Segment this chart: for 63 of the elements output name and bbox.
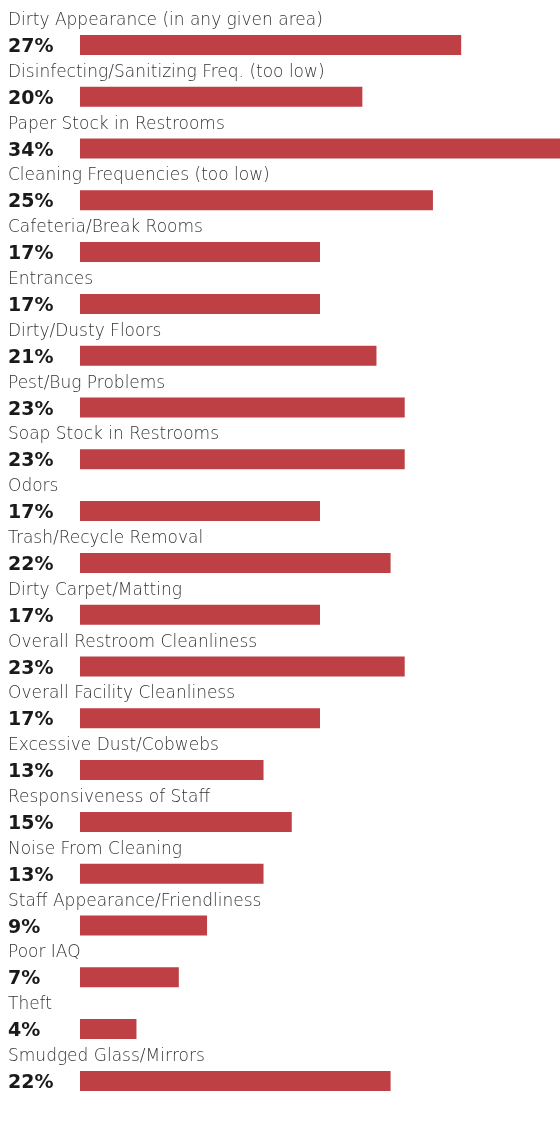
bar — [80, 915, 208, 936]
y-tick-label: Entrances — [8, 267, 94, 288]
bar — [80, 242, 320, 263]
data-label: 21% — [8, 344, 54, 367]
data-label: 17% — [8, 241, 54, 264]
data-label: 23% — [8, 396, 54, 419]
bar — [80, 34, 462, 55]
y-tick-label: Disinfecting/Sanitizing Freq. (too low) — [8, 60, 325, 81]
data-label: 13% — [8, 862, 54, 885]
data-label: 23% — [8, 655, 54, 678]
y-tick-label: Dirty Appearance (in any given area) — [8, 8, 323, 29]
bar — [80, 449, 405, 470]
y-tick-label: Dirty Carpet/Matting — [8, 578, 182, 599]
y-tick-label: Soap Stock in Restrooms — [8, 423, 220, 444]
bar — [80, 656, 405, 677]
bar — [80, 760, 264, 781]
y-tick-label: Theft — [8, 993, 52, 1014]
y-tick-label: Responsiveness of Staff — [8, 785, 211, 806]
data-label: 17% — [8, 292, 54, 315]
y-tick-label: Staff Appearance/Friendliness — [8, 889, 262, 910]
y-tick-label: Trash/Recycle Removal — [8, 526, 204, 547]
data-label: 34% — [8, 137, 54, 160]
bar — [80, 293, 320, 314]
y-tick-label: Cleaning Frequencies (too low) — [8, 164, 270, 185]
data-label: 17% — [8, 500, 54, 523]
bar — [80, 1070, 391, 1091]
y-tick-label: Dirty/Dusty Floors — [8, 319, 162, 340]
bar — [80, 863, 264, 884]
bar — [80, 86, 363, 107]
y-tick-label: Overall Restroom Cleanliness — [8, 630, 258, 651]
bar — [80, 604, 320, 625]
data-label: 17% — [8, 707, 54, 730]
y-tick-label: Noise From Cleaning — [8, 837, 183, 858]
data-label: 4% — [8, 1018, 41, 1041]
bar — [80, 138, 560, 159]
bar — [80, 811, 292, 832]
data-label: 27% — [8, 33, 54, 56]
data-label: 15% — [8, 810, 54, 833]
bar — [80, 190, 433, 211]
y-tick-label: Smudged Glass/Mirrors — [8, 1044, 205, 1065]
data-label: 25% — [8, 189, 54, 212]
data-label: 22% — [8, 551, 54, 574]
data-label: 23% — [8, 448, 54, 471]
bar — [80, 501, 320, 522]
y-tick-label: Excessive Dust/Cobwebs — [8, 734, 219, 755]
data-label: 17% — [8, 603, 54, 626]
bar — [80, 967, 179, 988]
y-tick-label: Paper Stock in Restrooms — [8, 112, 225, 133]
data-label: 20% — [8, 85, 54, 108]
bar — [80, 345, 377, 366]
y-tick-label: Cafeteria/Break Rooms — [8, 216, 203, 237]
y-tick-label: Overall Facility Cleanliness — [8, 682, 236, 703]
data-label: 7% — [8, 966, 41, 989]
y-tick-label: Poor IAQ — [8, 941, 81, 962]
bar — [80, 1019, 137, 1040]
bar — [80, 397, 405, 418]
bar — [80, 708, 320, 729]
bar — [80, 552, 391, 573]
y-tick-label: Pest/Bug Problems — [8, 371, 166, 392]
data-label: 13% — [8, 759, 54, 782]
data-label: 22% — [8, 1069, 54, 1092]
y-tick-label: Odors — [8, 475, 59, 496]
data-label: 9% — [8, 914, 41, 937]
